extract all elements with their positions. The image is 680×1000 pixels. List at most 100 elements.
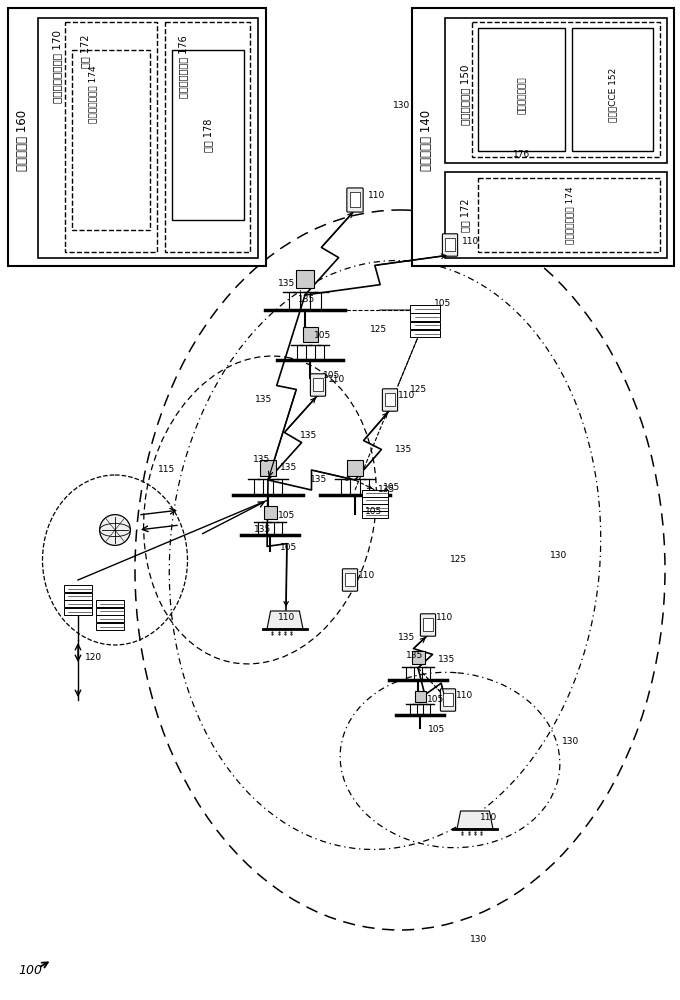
Text: （诸）解码候选 176: （诸）解码候选 176 [178, 35, 188, 98]
Text: （诸）解码候选: （诸）解码候选 [517, 76, 526, 114]
Text: 105: 105 [428, 726, 445, 734]
Bar [445, 172, 667, 258]
Text: 110: 110 [480, 812, 497, 822]
Text: 简档 172: 简档 172 [460, 198, 470, 232]
Text: 105: 105 [365, 508, 382, 516]
FancyBboxPatch shape [343, 569, 358, 591]
Bar [410, 330, 440, 337]
Text: 105: 105 [427, 696, 444, 704]
Bar [472, 22, 660, 157]
Text: 110: 110 [436, 613, 454, 622]
FancyBboxPatch shape [347, 188, 363, 212]
Text: （诸）聚集等级 174: （诸）聚集等级 174 [88, 65, 97, 123]
FancyBboxPatch shape [420, 614, 436, 636]
Text: 130: 130 [470, 936, 488, 944]
FancyBboxPatch shape [310, 374, 326, 396]
Bar [96, 608, 124, 615]
Bar [347, 460, 363, 476]
Text: 110: 110 [398, 391, 415, 400]
Bar [410, 313, 440, 321]
Bar [264, 506, 277, 519]
Text: 135: 135 [378, 486, 395, 494]
Polygon shape [457, 811, 493, 829]
Text: 130: 130 [550, 550, 567, 560]
Text: 110: 110 [462, 236, 479, 245]
Text: 110: 110 [456, 690, 473, 700]
Text: 135: 135 [280, 464, 297, 473]
Text: 110: 110 [358, 570, 375, 580]
Bar [64, 608, 92, 615]
Text: 105: 105 [434, 298, 452, 308]
Text: 130: 130 [393, 101, 410, 109]
Bar [96, 615, 124, 622]
Polygon shape [267, 611, 303, 629]
Bar [362, 511, 388, 518]
Text: 135: 135 [298, 296, 316, 304]
Bar [65, 22, 157, 252]
Bar [415, 691, 426, 702]
Text: 135: 135 [255, 395, 272, 404]
Bar [64, 585, 92, 592]
Text: 125: 125 [450, 556, 467, 564]
FancyBboxPatch shape [441, 689, 456, 711]
Text: 125: 125 [370, 326, 387, 334]
Bar [8, 8, 266, 266]
Text: 105: 105 [314, 330, 331, 340]
Text: （诸）聚集等级 174: （诸）聚集等级 174 [566, 186, 575, 244]
Text: 110: 110 [328, 375, 345, 384]
Bar [445, 18, 667, 163]
Text: 100: 100 [18, 964, 42, 976]
Bar [64, 593, 92, 600]
Bar [72, 50, 150, 230]
Text: 135: 135 [406, 650, 423, 660]
Bar [386, 393, 394, 406]
Bar [96, 623, 124, 630]
Bar [313, 378, 322, 391]
Bar [38, 18, 258, 258]
Text: 105: 105 [323, 370, 340, 379]
Bar [443, 693, 453, 706]
Bar [572, 28, 653, 151]
Text: 176: 176 [513, 150, 530, 159]
FancyBboxPatch shape [443, 234, 458, 256]
Bar [445, 238, 454, 251]
Text: 105: 105 [278, 510, 295, 520]
Text: 115: 115 [158, 466, 175, 475]
Text: 准予 178: 准予 178 [203, 118, 213, 152]
Bar [412, 8, 674, 266]
Bar [96, 600, 124, 607]
Text: 105: 105 [280, 544, 297, 552]
Bar [345, 573, 354, 586]
Bar [260, 460, 276, 476]
Text: 125: 125 [410, 385, 427, 394]
Text: 135: 135 [253, 456, 270, 464]
Text: 130: 130 [562, 738, 579, 746]
Text: 120: 120 [85, 654, 102, 662]
Text: 135: 135 [395, 446, 412, 454]
Text: 135: 135 [398, 634, 415, 643]
Text: 110: 110 [278, 612, 295, 621]
Bar [303, 327, 318, 342]
Text: 调制解调器 140: 调制解调器 140 [420, 109, 434, 171]
Bar [362, 504, 388, 511]
Bar [424, 618, 432, 631]
Text: 信道估计组件 150: 信道估计组件 150 [460, 65, 470, 125]
Bar [478, 28, 565, 151]
Bar [411, 651, 424, 664]
Bar [165, 22, 250, 252]
Bar [362, 490, 388, 496]
Bar [478, 178, 660, 252]
Text: 135: 135 [254, 526, 271, 534]
Text: 135: 135 [310, 476, 327, 485]
Text: 简档 172: 简档 172 [80, 35, 90, 68]
Text: （诸）CCE 152: （诸）CCE 152 [609, 68, 617, 122]
Text: 135: 135 [438, 656, 455, 664]
Text: 135: 135 [300, 430, 318, 440]
FancyBboxPatch shape [382, 389, 398, 411]
Bar [296, 270, 314, 288]
Bar [64, 600, 92, 607]
Bar [410, 305, 440, 312]
Bar [410, 322, 440, 329]
Bar [172, 50, 244, 220]
Text: 135: 135 [278, 278, 295, 288]
